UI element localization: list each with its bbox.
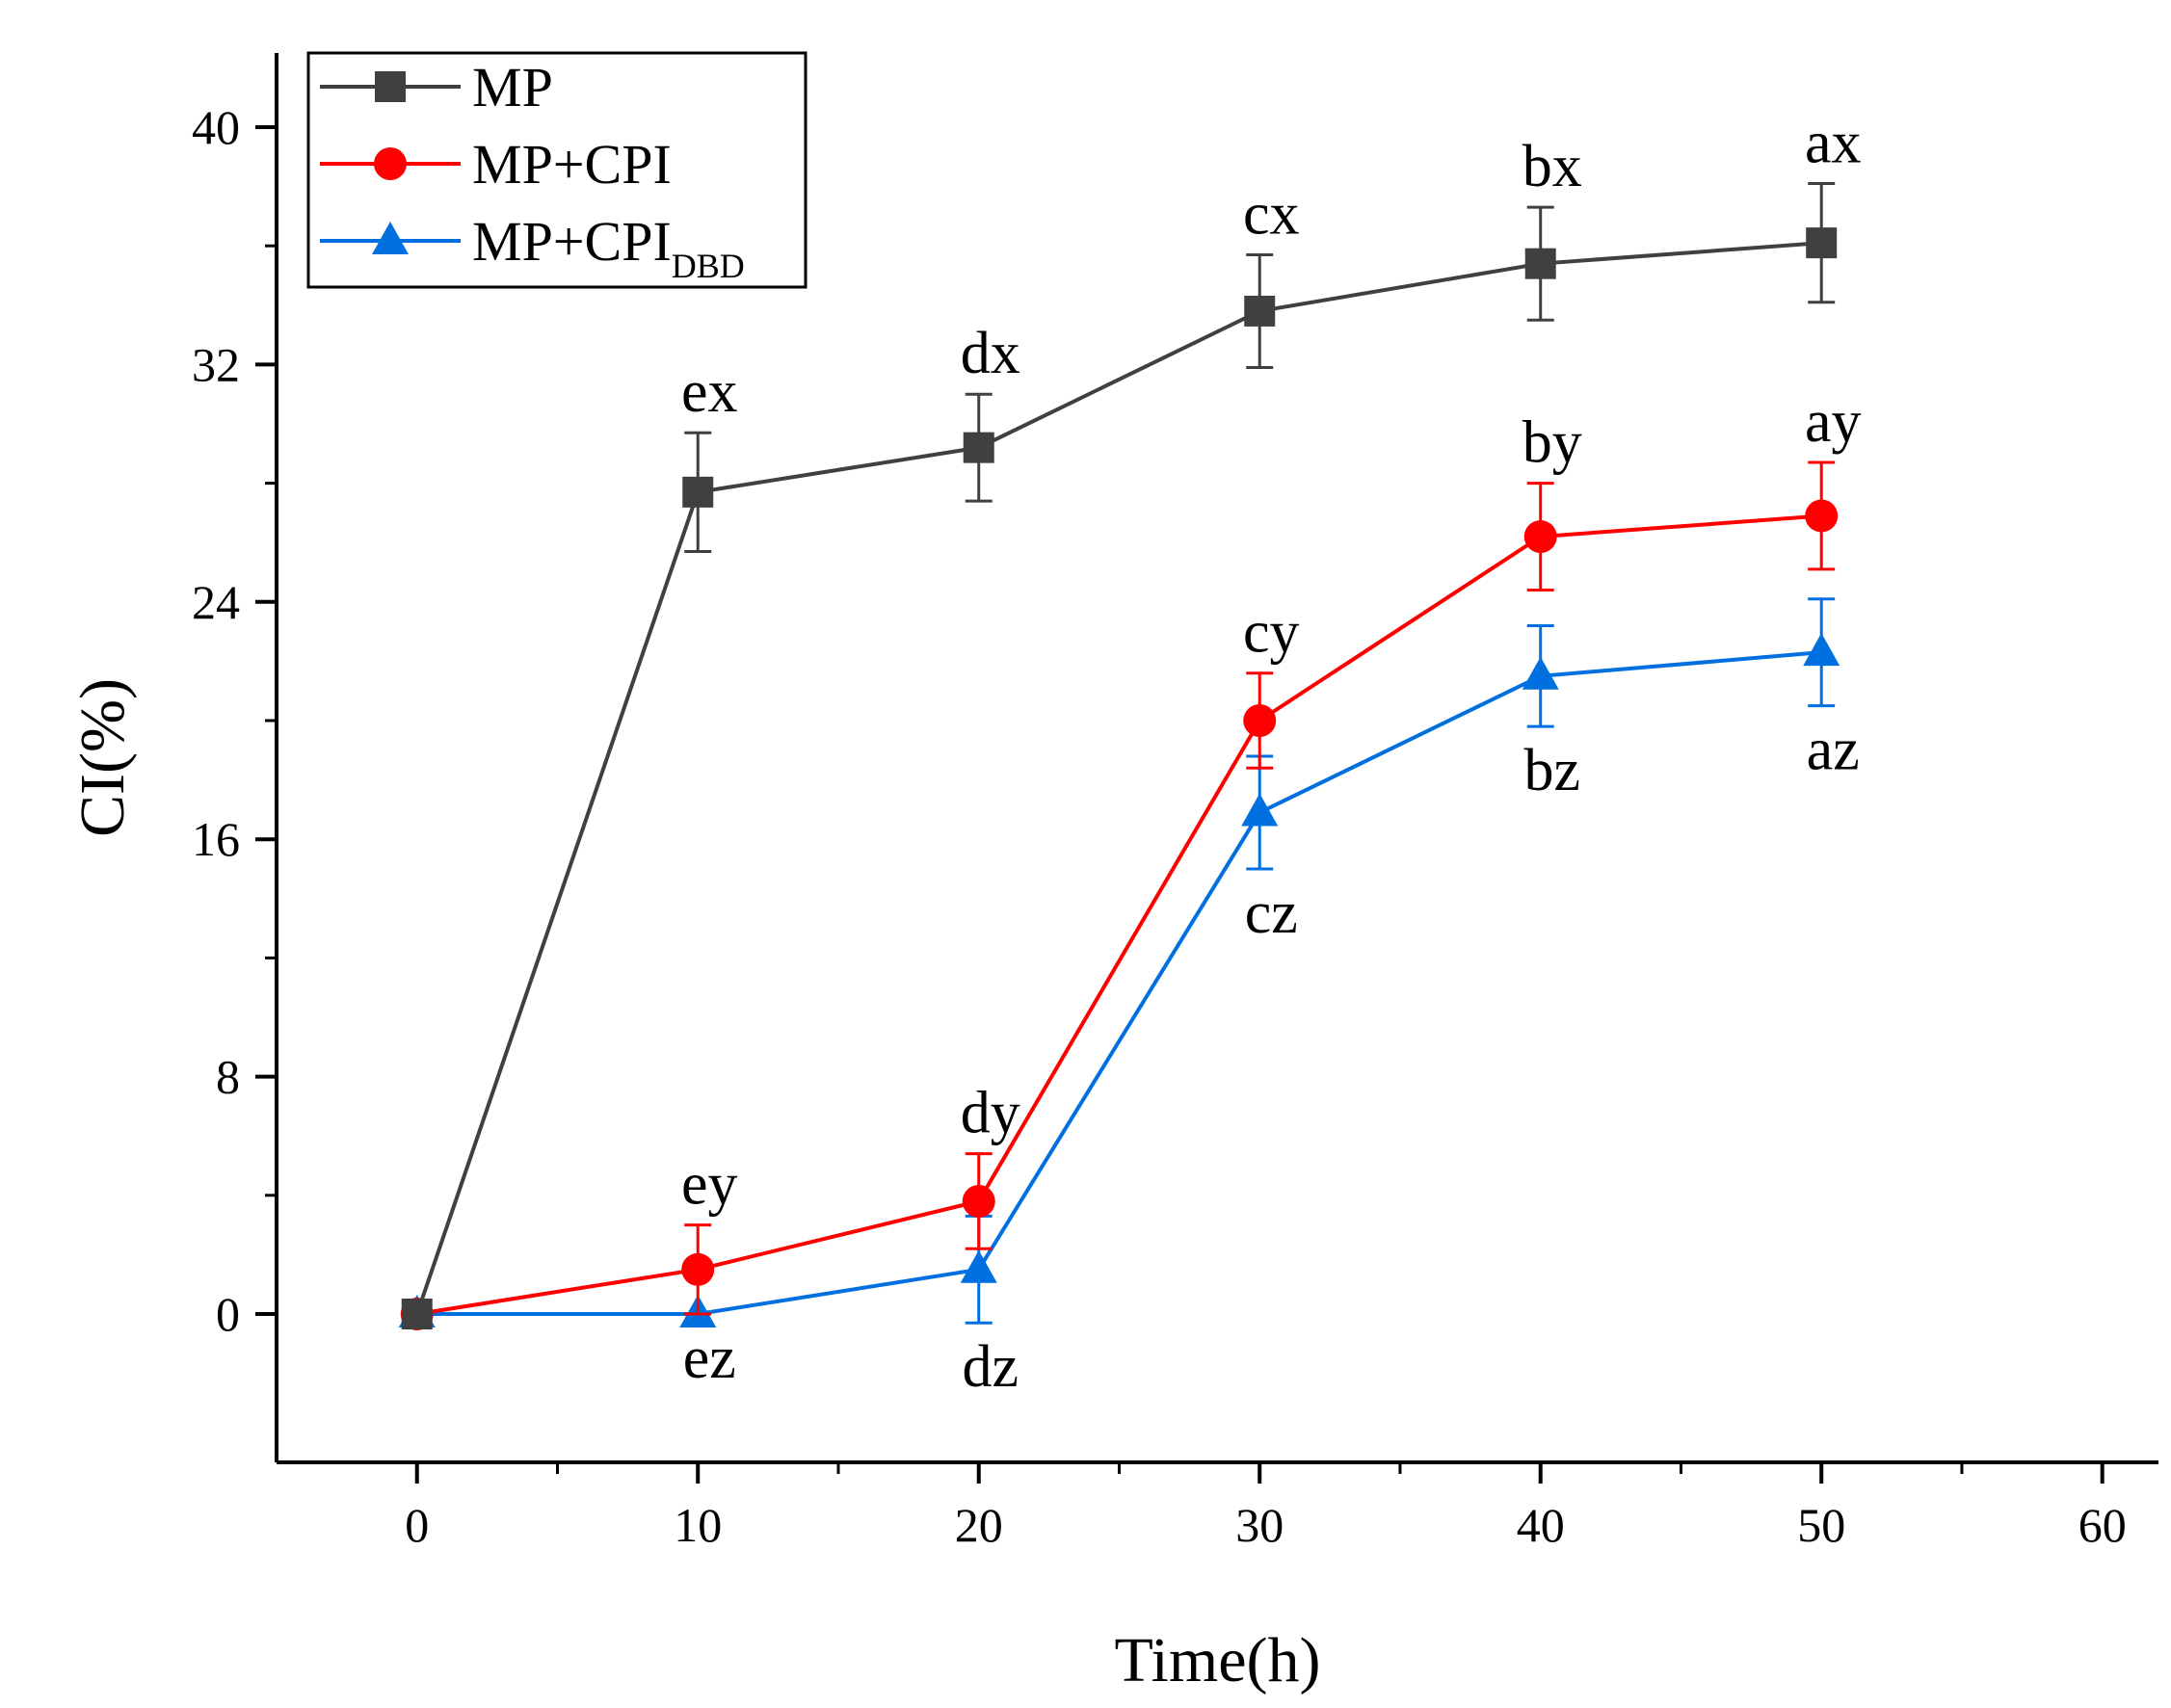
data-label: cx	[1243, 181, 1300, 247]
data-point	[1805, 499, 1839, 533]
data-point	[1241, 793, 1279, 827]
data-label: ax	[1805, 111, 1862, 176]
legend-label: MP+CPI	[472, 133, 672, 196]
x-tick-label: 30	[1235, 1498, 1284, 1552]
data-point	[682, 476, 714, 508]
x-tick-label: 20	[955, 1498, 1003, 1552]
x-tick-label: 40	[1517, 1498, 1565, 1552]
data-label: bx	[1522, 134, 1582, 199]
data-point	[1803, 633, 1840, 667]
y-tick-label: 32	[192, 337, 240, 391]
data-point	[1522, 656, 1559, 690]
data-point	[962, 1184, 995, 1218]
series-circle	[400, 460, 1839, 1330]
series-line	[414, 241, 1822, 1315]
data-label: bz	[1523, 738, 1580, 803]
x-tick-label: 10	[674, 1498, 722, 1552]
data-label: cz	[1245, 880, 1298, 946]
y-axis-title: CI(%)	[67, 678, 138, 837]
series-triangle	[398, 597, 1840, 1327]
x-tick-label: 0	[405, 1498, 429, 1552]
y-tick-label: 16	[192, 812, 240, 866]
data-label: ey	[681, 1152, 738, 1218]
legend-marker	[374, 147, 407, 180]
data-label: az	[1807, 718, 1860, 783]
data-label: by	[1522, 410, 1582, 476]
data-point	[960, 1249, 997, 1283]
data-label: ay	[1805, 389, 1862, 455]
series-line	[416, 513, 1822, 1316]
data-point	[401, 1299, 433, 1329]
data-point	[681, 1252, 715, 1286]
series-square	[401, 182, 1838, 1329]
series-line	[416, 650, 1822, 1316]
significance-labels: ez dz cz bz az ey dy cy by ay ex dx cx bx ax	[681, 111, 1862, 1401]
data-point	[1806, 227, 1838, 259]
legend-label-subscript: DBD	[672, 247, 745, 285]
y-tick-label: 0	[216, 1287, 240, 1341]
legend-marker	[372, 222, 409, 254]
data-point	[1523, 520, 1557, 554]
x-tick-label: 60	[2078, 1498, 2127, 1552]
legend-entry: MP+CPIDBD	[320, 210, 745, 285]
data-label: ex	[681, 359, 738, 425]
legend-label-main: MP+CPI	[472, 133, 672, 196]
legend-label-main: MP	[472, 56, 553, 118]
data-label: dy	[961, 1081, 1020, 1146]
axes: 0 8 16 24 32 40 0 10 20 30 40 50 60 Time(h) CI(%)	[67, 53, 2158, 1695]
legend-label: MP+CPIDBD	[472, 210, 745, 285]
series-layer	[398, 182, 1840, 1330]
data-label: dz	[962, 1334, 1019, 1400]
y-tick-label: 24	[192, 575, 240, 629]
data-point	[1524, 248, 1556, 279]
x-tick-label: 50	[1797, 1498, 1845, 1552]
data-label: ez	[683, 1326, 736, 1391]
legend-label-main: MP+CPI	[472, 210, 672, 273]
y-tick-label: 8	[216, 1050, 240, 1104]
data-point	[963, 432, 994, 463]
legend-marker	[375, 71, 406, 102]
x-axis-title: Time(h)	[1115, 1625, 1321, 1695]
data-point	[1243, 704, 1277, 737]
data-point	[1244, 295, 1276, 327]
y-tick-label: 40	[192, 100, 240, 154]
data-label: dx	[961, 321, 1020, 386]
legend-label: MP	[472, 56, 553, 118]
legend-entry: MP	[320, 56, 553, 118]
data-label: cy	[1243, 600, 1300, 666]
legend-entry: MP+CPI	[320, 133, 672, 196]
